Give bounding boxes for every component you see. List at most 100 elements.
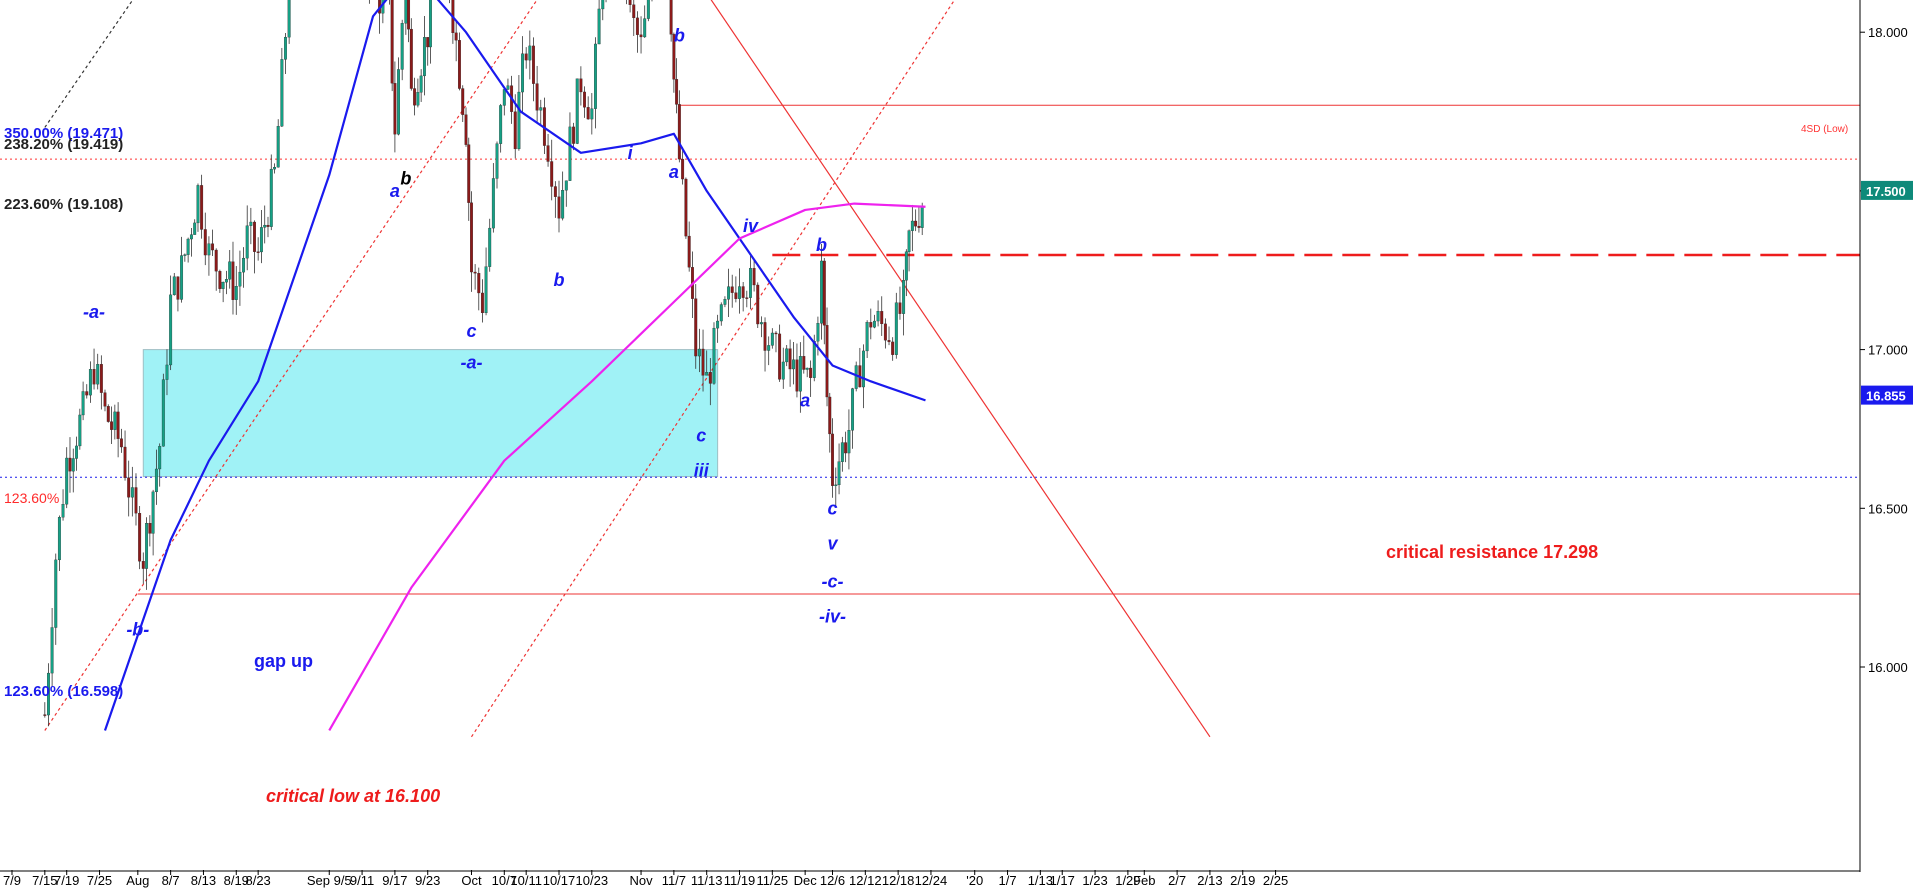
- candle-body: [802, 356, 806, 370]
- candle-body: [269, 168, 273, 227]
- candle-body: [221, 281, 225, 289]
- candle-body: [521, 53, 524, 93]
- candle-body: [816, 323, 820, 342]
- wave-label: -c-: [822, 572, 844, 592]
- candle-body: [263, 224, 267, 228]
- candle-body: [914, 220, 918, 227]
- candle-body: [837, 461, 841, 486]
- x-tick-label: '20: [966, 873, 983, 888]
- candle-body: [404, 0, 408, 24]
- candle-body: [809, 367, 813, 378]
- wave-label: b: [674, 26, 685, 46]
- x-tick-label: 12/18: [882, 873, 915, 888]
- candle-body: [200, 185, 204, 230]
- x-tick-label: Feb: [1133, 873, 1155, 888]
- fib-350-label: 350.00% (19.471): [4, 125, 123, 142]
- sd-label: 4SD (Low): [1801, 124, 1848, 135]
- candle-body: [426, 37, 430, 48]
- candle-body: [687, 235, 691, 268]
- candle-body: [851, 388, 855, 431]
- x-tick-label: 10/23: [576, 873, 609, 888]
- candle-body: [561, 190, 565, 219]
- candle-body: [792, 359, 795, 370]
- candle-body: [61, 504, 65, 518]
- candle-body: [517, 91, 521, 150]
- x-tick-label: 2/25: [1263, 873, 1288, 888]
- candle-body: [419, 75, 423, 93]
- x-tick-label: 11/7: [662, 873, 686, 888]
- candle-body: [203, 229, 207, 256]
- candle-body: [409, 28, 413, 89]
- candle-body: [798, 356, 802, 392]
- candle-body: [756, 284, 760, 325]
- x-tick-label: 8/7: [162, 873, 180, 888]
- candle-body: [407, 0, 411, 30]
- wave-label: -a-: [83, 302, 105, 322]
- wave-label: -iv-: [819, 607, 846, 627]
- candle-body: [273, 167, 277, 170]
- candle-body: [575, 78, 579, 144]
- candle-body: [47, 672, 50, 716]
- candle-body: [245, 225, 249, 259]
- candle-body: [457, 40, 461, 89]
- candle-body: [639, 34, 643, 38]
- candle-body: [502, 89, 506, 106]
- svg-text:17.500: 17.500: [1866, 184, 1906, 199]
- candle-body: [75, 445, 78, 459]
- x-tick-label: 11/19: [724, 873, 756, 888]
- candle-body: [805, 367, 809, 370]
- fib-123-label: 123.60% (16.598): [4, 683, 123, 700]
- candle-body: [186, 238, 190, 255]
- candle-body: [390, 0, 394, 84]
- candle-body: [763, 322, 767, 351]
- candle-body: [572, 126, 576, 144]
- candle-body: [491, 178, 495, 229]
- candle-body: [719, 304, 723, 322]
- candle-body: [781, 361, 785, 380]
- candle-body: [88, 369, 92, 396]
- candle-body: [211, 243, 215, 251]
- candle-body: [116, 411, 120, 439]
- candle-body: [872, 320, 876, 328]
- x-tick-label: 10/7: [492, 873, 517, 888]
- candle-body: [828, 396, 832, 435]
- candle-body: [553, 186, 557, 197]
- candle-body: [730, 286, 734, 293]
- x-tick-label: 2/13: [1197, 873, 1222, 888]
- candle-body: [253, 221, 256, 252]
- x-tick-label: 1/23: [1082, 873, 1107, 888]
- svg-text:16.855: 16.855: [1866, 389, 1906, 404]
- candle-body: [280, 59, 284, 127]
- candle-body: [68, 457, 72, 472]
- candle-body: [778, 333, 782, 380]
- candle-body: [429, 0, 432, 48]
- candle-body: [524, 53, 528, 61]
- candle-body: [259, 227, 263, 253]
- candle-body: [218, 271, 222, 289]
- x-tick-label: 8/19: [224, 873, 249, 888]
- candle-body: [81, 391, 85, 416]
- gap-up-label: gap up: [254, 651, 313, 671]
- candle-body: [788, 348, 792, 370]
- magenta-moving-average: [328, 202, 926, 732]
- wave-label: b: [816, 235, 827, 255]
- candle-body: [207, 243, 211, 256]
- candle-body: [876, 311, 880, 322]
- candle-body: [847, 430, 851, 454]
- candle-body: [228, 261, 232, 280]
- candle-body: [844, 442, 848, 454]
- x-tick-label: 11/25: [757, 873, 789, 888]
- x-tick-label: 9/23: [415, 873, 440, 888]
- candle-body: [597, 8, 601, 45]
- candle-body: [54, 559, 58, 628]
- candle-body: [712, 327, 716, 384]
- candle-body: [103, 392, 107, 407]
- candle-body: [169, 294, 173, 366]
- candle-body: [774, 332, 778, 335]
- candle-body: [684, 178, 688, 237]
- candle-body: [400, 23, 404, 70]
- x-tick-label: 2/7: [1168, 873, 1186, 888]
- candle-body: [71, 458, 75, 472]
- candle-body: [891, 341, 895, 355]
